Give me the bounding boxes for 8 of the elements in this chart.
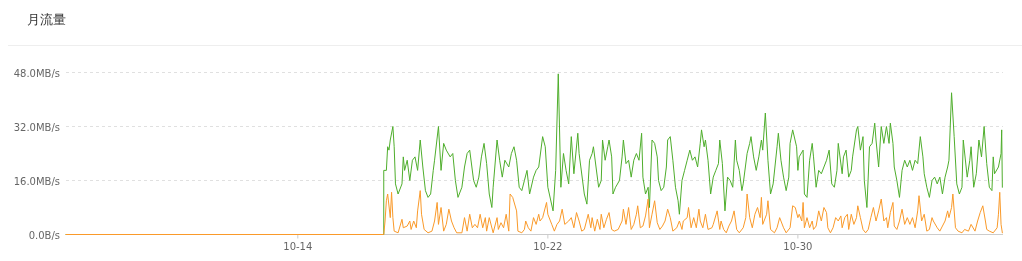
x-tick-label: 10-14	[283, 240, 313, 252]
x-tick-label: 10-30	[783, 240, 813, 252]
x-tick-label: 10-22	[533, 240, 563, 252]
y-tick-label: 0.0B/s	[28, 229, 60, 241]
y-tick-label: 48.0MB/s	[13, 67, 60, 79]
y-tick-label: 32.0MB/s	[13, 121, 60, 133]
y-tick-label: 16.0MB/s	[13, 175, 60, 187]
chart-title: 月流量	[27, 12, 66, 27]
